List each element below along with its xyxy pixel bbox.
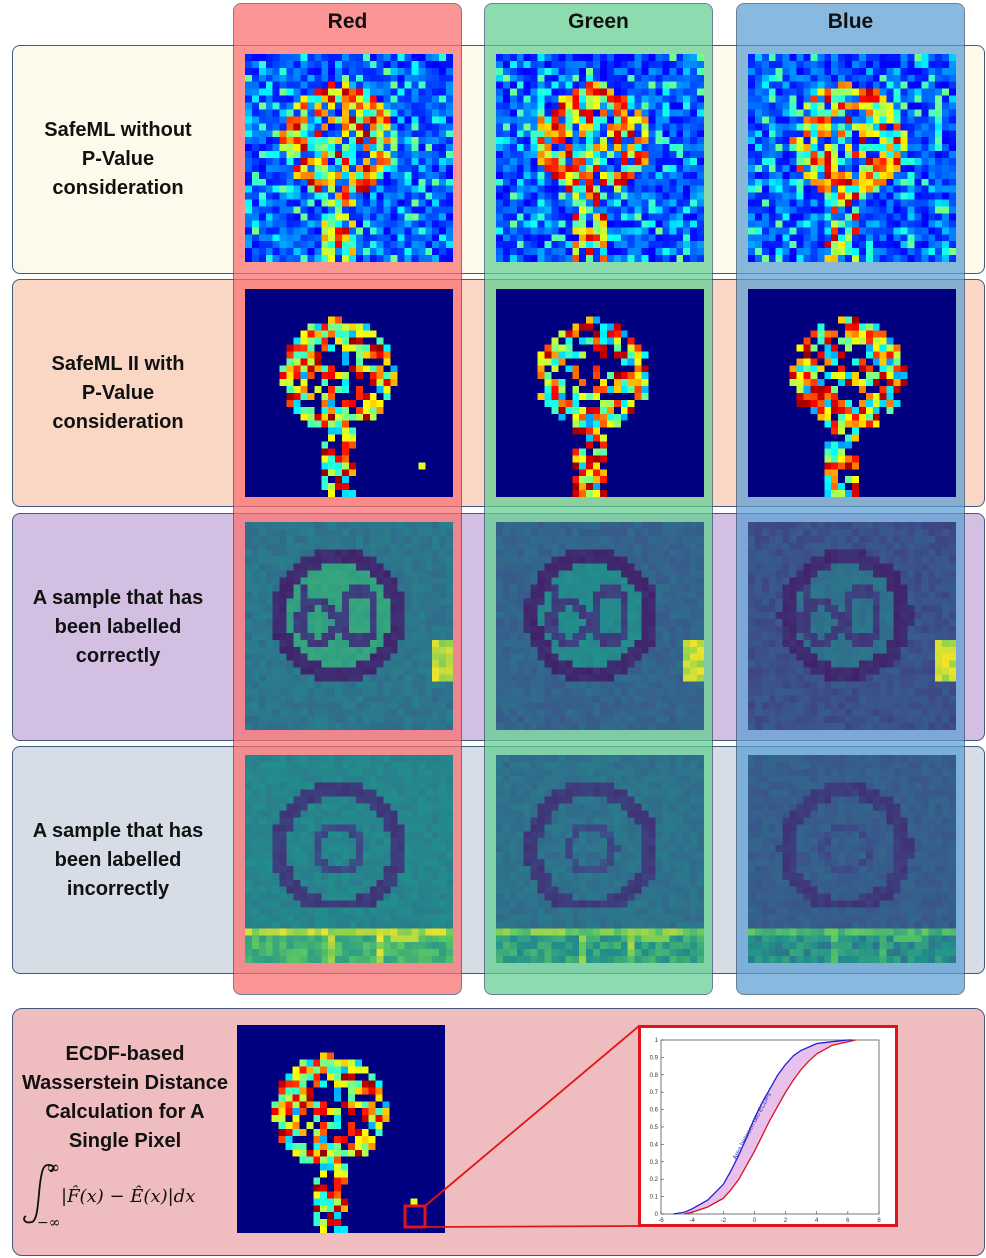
row-label-line: A sample that has (32, 819, 204, 842)
sign-image-incorrect-red (245, 755, 453, 963)
ecdf-title-line: Wasserstein Distance (21, 1072, 228, 1094)
x-tick-label: 8 (877, 1218, 881, 1224)
pixel-grid (496, 522, 704, 730)
row-label-line: been labelled (54, 615, 182, 638)
y-tick-label: 0.8 (650, 1073, 659, 1079)
row-label-safeml-no-pvalue: SafeML without P-Value consideration (14, 45, 222, 274)
area-between-ecdfs (673, 1040, 856, 1214)
pixel-grid (245, 522, 453, 730)
row-label-line: correctly (75, 644, 161, 667)
sign-image-incorrect-blue (748, 755, 956, 963)
pixel-grid (748, 755, 956, 963)
row-label-incorrect-sample: A sample that has been labelled incorrec… (14, 746, 222, 974)
x-tick-label: 0 (753, 1218, 757, 1224)
pixel-grid (748, 289, 956, 497)
integral-sign (23, 1163, 55, 1224)
pixel-grid (237, 1025, 445, 1233)
y-tick-label: 1 (655, 1038, 659, 1044)
sign-image-correct-red (245, 522, 453, 730)
plot-area (660, 1039, 880, 1215)
ecdf-title-line: ECDF-based (65, 1043, 185, 1065)
sign-image-correct-blue (748, 522, 956, 730)
row-label-safeml-pvalue: SafeML II with P-Value consideration (14, 279, 222, 507)
formula-upper-limit: ∞ (46, 1160, 60, 1178)
column-header-red: Red (327, 10, 368, 33)
row-label-line: incorrectly (66, 877, 170, 900)
row-label-line: consideration (52, 177, 184, 199)
y-tick-label: 0.4 (650, 1142, 659, 1148)
pixel-grid (748, 522, 956, 730)
x-tick-label: -4 (689, 1218, 695, 1224)
formula-body: |F̂(x) − Ê(x)|dx (61, 1184, 195, 1207)
row-label-line: consideration (52, 410, 184, 433)
wasserstein-formula: ∞ −∞ |F̂(x) − Ê(x)|dx (23, 1160, 195, 1230)
pixel-grid (496, 289, 704, 497)
x-tick-label: -6 (658, 1218, 664, 1224)
row-label-line: SafeML II with (51, 352, 185, 375)
y-tick-label: 0.6 (650, 1108, 659, 1114)
y-tick-label: 0.3 (650, 1160, 659, 1166)
pixel-grid (245, 289, 453, 497)
sign-image-correct-green (496, 522, 704, 730)
y-tick-label: 0.2 (650, 1177, 659, 1183)
heatmap-tile-safeml-red (245, 54, 453, 262)
pixel-grid (245, 755, 453, 963)
ecdf-title-line: Single Pixel (68, 1130, 182, 1152)
row-label-line: A sample that has (32, 586, 204, 609)
ecdf-panel-title: ECDF-based Wasserstein Distance Calculat… (18, 1040, 232, 1156)
x-tick-label: 4 (815, 1218, 819, 1224)
heatmap-tile-safeml-blue (748, 54, 956, 262)
column-header-blue: Blue (827, 10, 874, 33)
heatmap-tile-safeml2-blue (748, 289, 956, 497)
ecdf-line-1 (684, 1039, 856, 1215)
row-label-line: P-Value (81, 381, 155, 404)
y-tick-label: 0.7 (650, 1090, 659, 1096)
x-tick-label: 6 (846, 1218, 850, 1224)
y-tick-label: 0 (655, 1212, 659, 1218)
ecdf-title-line: Calculation for A (45, 1101, 205, 1123)
y-tick-label: 0.5 (650, 1125, 659, 1131)
ecdf-line-0 (673, 1039, 853, 1215)
formula-lower-limit: −∞ (37, 1215, 60, 1230)
row-label-line: P-Value (81, 148, 155, 170)
column-header-green: Green (568, 10, 629, 33)
heatmap-tile-safeml2-red (245, 289, 453, 497)
sign-image-incorrect-green (496, 755, 704, 963)
pixel-grid (245, 54, 453, 262)
y-tick-label: 0.9 (650, 1055, 659, 1061)
row-label-line: SafeML without (44, 119, 192, 141)
pixel-heatmap (237, 1025, 445, 1233)
ecdf-chart: -6 -4 -2 0 2 4 6 8 0 0.1 0.2 0.3 0.4 0.5 0.6 0.7 0.8 0.9 1… (650, 1038, 882, 1224)
y-tick-label: 0.1 (650, 1195, 659, 1201)
pixel-grid (496, 755, 704, 963)
ecdf-chart-frame: -6 -4 -2 0 2 4 6 8 0 0.1 0.2 0.3 0.4 0.5 0.6 0.7 0.8 0.9 1… (638, 1025, 898, 1227)
heatmap-tile-safeml2-green (496, 289, 704, 497)
row-label-correct-sample: A sample that has been labelled correctl… (14, 513, 222, 741)
heatmap-tile-safeml-green (496, 54, 704, 262)
pixel-grid (496, 54, 704, 262)
row-label-line: been labelled (54, 848, 182, 871)
x-tick-label: 2 (784, 1218, 788, 1224)
x-tick-label: -2 (721, 1218, 727, 1224)
pixel-grid (748, 54, 956, 262)
